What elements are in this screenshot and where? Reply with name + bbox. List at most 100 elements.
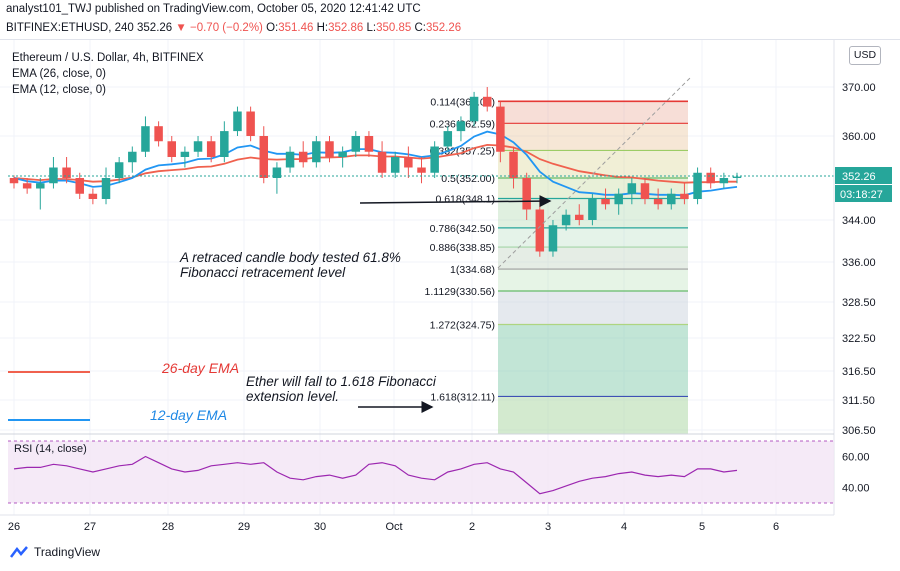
close-value: 352.26	[426, 22, 462, 34]
candle-body	[377, 151, 387, 173]
currency-button[interactable]: USD	[849, 46, 881, 65]
legend-title: Ethereum / U.S. Dollar, 4h, BITFINEX	[12, 52, 204, 64]
fib-level-label: 1(334.68)	[450, 264, 495, 276]
candle-body	[220, 131, 229, 157]
candle-body	[443, 131, 453, 147]
candle-body	[88, 193, 98, 199]
candle-body	[522, 178, 531, 210]
time-tick-label: 26	[8, 521, 20, 533]
fib-band	[498, 247, 688, 270]
candle-body	[680, 193, 689, 199]
retrace-annotation-line1: A retraced candle body tested 61.8%	[179, 250, 401, 265]
ema26-annotation: 26-day EMA	[161, 360, 239, 376]
candle-body	[9, 178, 19, 184]
price-tick-label: 306.50	[842, 425, 876, 437]
candle-body	[259, 136, 269, 178]
candle-body	[101, 178, 111, 199]
candle-body	[36, 183, 45, 189]
candle-body	[482, 96, 492, 107]
fib-level-label: 0.618(348.1)	[435, 193, 495, 205]
candle-body	[128, 151, 137, 163]
high-value: 352.86	[328, 22, 364, 34]
price-tick-label: 344.00	[842, 215, 876, 227]
symbol-name: BITFINEX:ETHUSD, 240	[6, 22, 134, 34]
candle-body	[154, 126, 163, 142]
candle-body	[706, 172, 715, 184]
publisher-line: analyst101_TWJ published on TradingView.…	[6, 3, 421, 15]
price-tick-label: 336.00	[842, 257, 876, 269]
fib-band	[498, 269, 688, 292]
candle-body	[430, 146, 439, 173]
candle-body	[312, 141, 321, 163]
rsi-band	[8, 441, 834, 503]
fib-level-label: 1.618(312.11)	[430, 391, 495, 403]
rsi-tick-label: 40.00	[842, 483, 870, 495]
candle-body	[246, 111, 255, 136]
time-tick-label: 28	[162, 521, 174, 533]
candle-body	[114, 162, 124, 178]
candle-body	[193, 141, 203, 152]
tradingview-logo-icon	[10, 546, 28, 558]
time-badge: 03:18:27	[840, 189, 883, 201]
retrace-annotation-line2: Fibonacci retracement level	[180, 265, 346, 280]
candle-body	[141, 126, 150, 152]
fib-band	[498, 324, 688, 397]
candle-body	[456, 121, 466, 132]
candle-body	[206, 141, 216, 157]
footer-brand[interactable]: TradingView	[10, 545, 100, 559]
candle-body	[627, 183, 637, 194]
candle-body	[535, 209, 545, 252]
time-tick-label: 4	[621, 521, 627, 533]
candle-body	[548, 225, 558, 252]
time-tick-label: 2	[469, 521, 475, 533]
price-change: −0.70 (−0.2%)	[190, 22, 263, 34]
candle-body	[601, 199, 610, 205]
fall-annotation-line2: extension level.	[246, 389, 339, 404]
chart-legend: Ethereum / U.S. Dollar, 4h, BITFINEX EMA…	[12, 50, 204, 98]
candle-body	[22, 183, 32, 189]
price-badge-bg	[835, 167, 892, 184]
retrace-arrow	[359, 195, 552, 208]
time-tick-label: 27	[84, 521, 96, 533]
time-tick-label: 30	[314, 521, 326, 533]
fib-level-label: 0.382(357.25)	[430, 145, 495, 157]
time-tick-label: 3	[545, 521, 551, 533]
candle-body	[496, 106, 505, 152]
candle-body	[575, 214, 584, 220]
rsi-label: RSI (14, close)	[14, 443, 87, 455]
fib-band	[498, 227, 688, 248]
candles	[9, 87, 742, 257]
price-badge: 352.26	[842, 171, 876, 183]
rsi-line	[13, 455, 738, 495]
candle-body	[351, 136, 361, 152]
candle-body	[653, 199, 663, 205]
candle-body	[693, 172, 702, 199]
candle-body	[75, 178, 84, 194]
candle-body	[180, 151, 190, 157]
trend-line	[497, 77, 691, 269]
legend-ema26: EMA (26, close, 0)	[12, 68, 106, 80]
price-tick-label: 322.50	[842, 333, 876, 345]
candle-body	[509, 151, 518, 178]
open-value: 351.46	[278, 22, 314, 34]
candle-body	[588, 199, 597, 220]
ema12-annotation: 12-day EMA	[150, 407, 227, 423]
time-tick-label: 6	[773, 521, 779, 533]
price-tick-label: 316.50	[842, 366, 876, 378]
fib-level-label: 0.786(342.50)	[430, 223, 495, 235]
fib-level-label: 0.114(367.04)	[430, 97, 495, 109]
time-axis-labels: 26 27 28 29 30 Oct 2 3 4 5 6	[8, 521, 779, 533]
candle-body	[390, 157, 400, 173]
legend-ema12: EMA (12, close, 0)	[12, 84, 106, 96]
candle-body	[667, 193, 676, 205]
header-divider	[0, 39, 900, 40]
low-value: 350.85	[376, 22, 412, 34]
fall-annotation-line1: Ether will fall to 1.618 Fibonacci	[246, 374, 437, 389]
fib-level-label: 0.886(338.85)	[430, 242, 495, 254]
candle-body	[338, 151, 347, 157]
fib-level-label: 1.272(324.75)	[430, 320, 495, 332]
candle-body	[233, 111, 242, 132]
price-tick-label: 311.50	[842, 395, 875, 407]
candle-body	[732, 176, 742, 178]
